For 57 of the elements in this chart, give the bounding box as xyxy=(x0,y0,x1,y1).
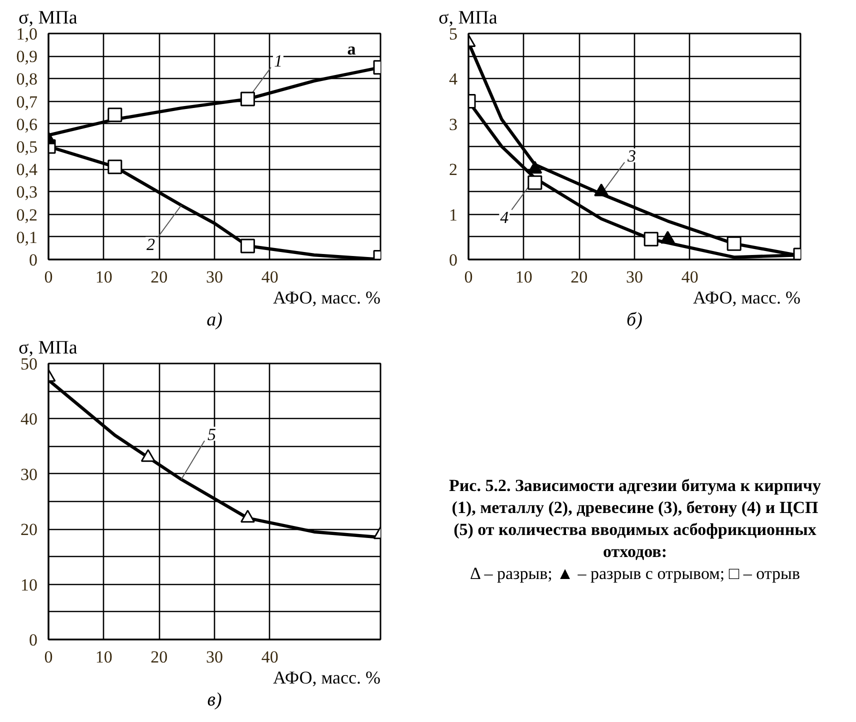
x-tick-label: 20 xyxy=(570,268,588,286)
text: б) xyxy=(626,310,642,330)
x-tick-label: 10 xyxy=(95,648,112,666)
y-tick-label: 3 xyxy=(449,114,458,134)
y-tick-label: 0,4 xyxy=(16,160,38,180)
text: 5 xyxy=(208,424,216,444)
y-tick-label: 20 xyxy=(20,520,38,540)
y-tick-label: 30 xyxy=(20,464,38,484)
y-tick-label: 40 xyxy=(20,410,38,429)
text: в) xyxy=(207,690,222,710)
y-tick-label: 0,7 xyxy=(16,92,38,112)
y-tick-label: 10 xyxy=(20,575,38,594)
text: а) xyxy=(206,310,222,330)
x-tick-label: 10 xyxy=(515,268,532,286)
series-label: 1 xyxy=(274,51,282,70)
point xyxy=(594,183,609,196)
point xyxy=(240,238,255,254)
text: Рис. 5.2. Зависимости адгезии битума к кирпичу (1), металлу (2), древесине (3), бетону (4) и ЦСП (5) от количества вводимых асбофрикционных отходов: xyxy=(448,475,822,564)
y-tick-label: 4 xyxy=(449,70,458,89)
y-tick-label: 0,1 xyxy=(16,228,38,247)
x-tick-label: 30 xyxy=(626,268,643,286)
x-tick-label: 40 xyxy=(261,268,278,286)
point xyxy=(528,175,542,190)
x-axis-title: АФО, масс. % xyxy=(272,288,381,308)
text: 2 xyxy=(146,234,156,254)
point xyxy=(660,230,675,244)
x-tick-label: 20 xyxy=(150,648,168,666)
x-tick-label: 20 xyxy=(150,268,168,286)
point xyxy=(726,236,742,251)
x-tick-label: 0 xyxy=(464,268,473,286)
annotation: а xyxy=(347,40,356,58)
y-tick-label: 0,5 xyxy=(16,138,38,156)
x-tick-label: 10 xyxy=(95,268,112,286)
point xyxy=(240,92,255,106)
y-tick-label: 2 xyxy=(449,160,458,180)
point xyxy=(528,160,542,174)
y-tick-label: 0 xyxy=(29,630,38,650)
x-tick-label: 0 xyxy=(44,648,53,666)
text: 4 xyxy=(500,208,510,227)
y-tick-label: 1 xyxy=(449,205,458,224)
text: Δ – разрыв; ▲ – разрыв с отрывом; □ – отрыв xyxy=(468,563,802,586)
y-tick-label: 0,6 xyxy=(16,114,38,134)
y-tick-label: 0,9 xyxy=(16,47,38,66)
y-tick-label: 0 xyxy=(449,250,458,270)
text: 3 xyxy=(626,146,636,166)
y-tick-label: 0 xyxy=(29,250,38,270)
point xyxy=(644,232,658,246)
y-tick-label: 0,3 xyxy=(16,182,38,202)
x-tick-label: 40 xyxy=(681,268,698,286)
y-tick-label: 0,8 xyxy=(16,70,38,89)
x-tick-label: 0 xyxy=(44,268,53,286)
y-tick-label: 0,2 xyxy=(16,205,38,224)
x-tick-label: 30 xyxy=(206,648,223,666)
x-axis-title: АФО, масс. % xyxy=(272,668,381,688)
x-tick-label: 40 xyxy=(261,648,278,666)
x-axis-title: АФО, масс. % xyxy=(692,288,801,308)
x-tick-label: 30 xyxy=(206,268,223,286)
